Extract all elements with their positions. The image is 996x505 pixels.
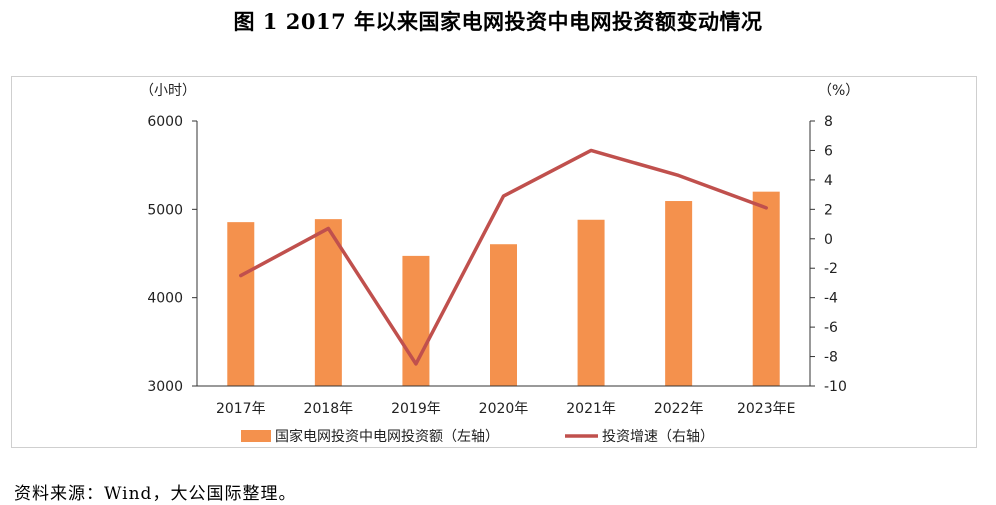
- right-axis-tick-label: 0: [824, 232, 833, 248]
- right-axis-tick-label: -8: [824, 350, 838, 366]
- legend-swatch-bar: [241, 430, 271, 442]
- chart-title: 图 1 2017 年以来国家电网投资中电网投资额变动情况: [233, 9, 763, 34]
- bar: [314, 219, 342, 386]
- x-axis-category-label: 2021年: [566, 401, 616, 417]
- right-axis-tick-label: -2: [824, 261, 838, 277]
- right-axis-tick-label: 6: [824, 143, 833, 159]
- legend-label-bar: 国家电网投资中电网投资额（左轴）: [275, 428, 499, 445]
- bar: [577, 219, 605, 386]
- right-axis-tick-label: 8: [824, 114, 833, 130]
- right-axis-tick-label: -10: [824, 379, 847, 395]
- left-axis-tick-label: 6000: [147, 114, 183, 130]
- bar: [752, 191, 780, 386]
- left-axis-tick-label: 5000: [147, 202, 183, 218]
- left-axis-unit: （小时）: [140, 83, 196, 99]
- x-axis-category-label: 2017年: [216, 401, 266, 417]
- x-axis-category-label: 2020年: [479, 401, 529, 417]
- x-axis-category-label: 2018年: [304, 401, 354, 417]
- x-axis-category-label: 2022年: [654, 401, 704, 417]
- right-axis-tick-label: 2: [824, 202, 833, 218]
- left-axis-tick-label: 4000: [147, 291, 183, 307]
- x-axis-category-label: 2019年: [391, 401, 441, 417]
- bar: [490, 244, 517, 386]
- x-axis-category-label: 2023年E: [737, 401, 795, 417]
- right-axis-tick-label: -4: [824, 291, 838, 307]
- bar: [402, 255, 430, 386]
- chart-frame: [11, 76, 977, 448]
- bar: [665, 201, 693, 386]
- right-axis-unit: （%）: [818, 83, 859, 99]
- source-note: 资料来源：Wind，大公国际整理。: [14, 484, 297, 504]
- right-axis-tick-label: 4: [824, 173, 833, 189]
- bar: [227, 222, 255, 386]
- legend-label-line: 投资增速（右轴）: [602, 429, 714, 445]
- left-axis-tick-label: 3000: [147, 379, 183, 395]
- right-axis-tick-label: -6: [824, 320, 838, 336]
